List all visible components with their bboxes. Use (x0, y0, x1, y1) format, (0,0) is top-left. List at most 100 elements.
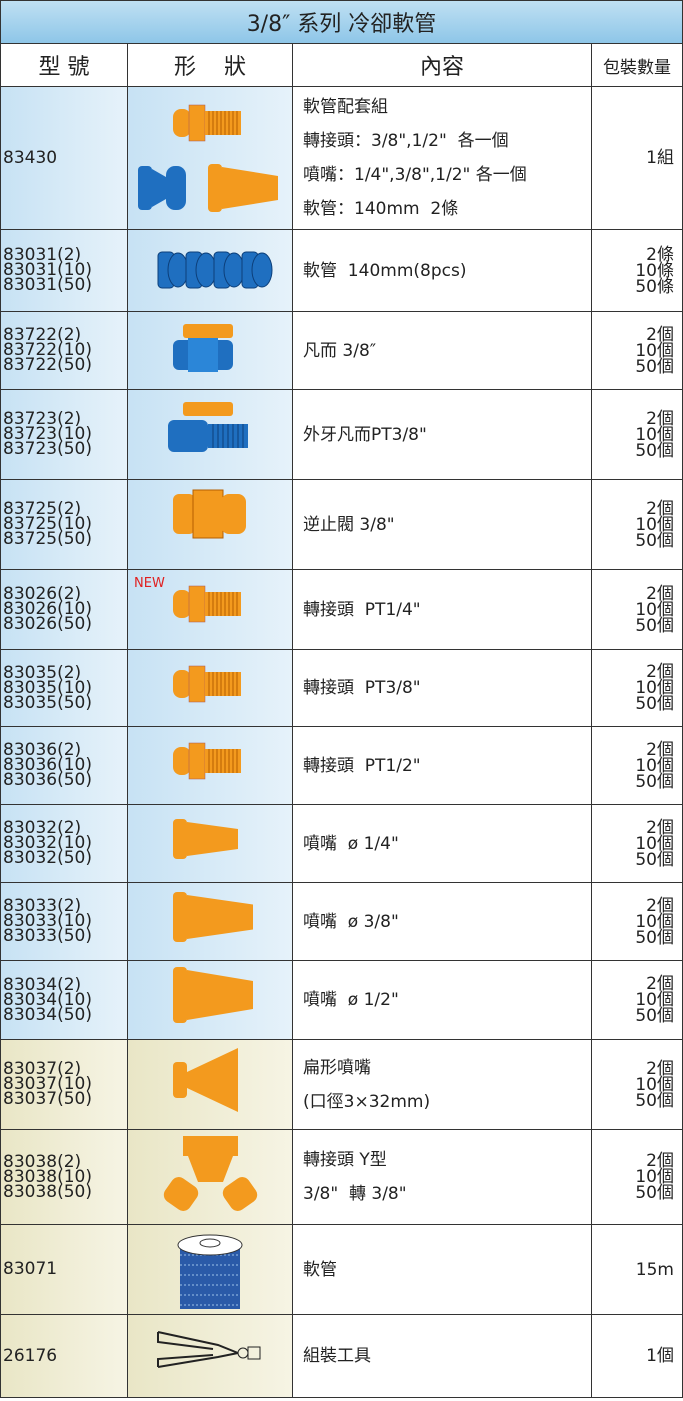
model-number: 83032(2) (3, 818, 82, 838)
icon-part (172, 109, 191, 137)
icon-part (182, 323, 233, 338)
icon-part (187, 337, 218, 372)
shape-cell (128, 390, 293, 480)
pack-quantity: 2個 (646, 583, 674, 604)
icon-part (192, 489, 223, 538)
header: 內容 (419, 55, 464, 80)
shape-cell: NEW (128, 570, 293, 650)
content-line: 凡而 3/8″ (303, 340, 377, 361)
icon-part (195, 252, 216, 287)
content-line: 軟管 140mm(8pcs) (303, 260, 467, 281)
icon-part (204, 111, 241, 135)
icon-part (188, 665, 205, 702)
model-number: 83037(50) (3, 1089, 92, 1109)
content-line: 外牙凡而PT3/8" (303, 424, 427, 445)
pack-quantity: 2個 (646, 662, 674, 682)
product-icon (172, 966, 253, 1023)
pack-cell: 1個 (592, 1315, 683, 1398)
product-icon (172, 323, 233, 372)
shape-cell (128, 230, 293, 312)
pack-quantity: 2個 (646, 739, 674, 760)
title: 3/8″ 系列 冷卻軟管 (246, 12, 437, 37)
icon-part (204, 591, 241, 616)
pack-cell: 15m (592, 1225, 683, 1315)
model-number: 83032(10) (3, 833, 92, 853)
pack-quantity: 10個 (635, 340, 674, 361)
pack-quantity: 10個 (635, 911, 674, 932)
icon-part (204, 748, 241, 773)
model-cell: 83026(2) 83026(10) 83026(50) (0, 570, 128, 650)
product-icon (156, 1330, 260, 1368)
content-cell: 噴嘴 ø 1/4" (293, 805, 592, 883)
model-number: 83038(2) (3, 1151, 82, 1172)
model-number: 83038(50) (3, 1181, 92, 1202)
icon-part (172, 493, 195, 534)
product-icon (177, 1234, 242, 1309)
product-icon (163, 1135, 257, 1211)
pack-quantity: 10條 (635, 260, 674, 281)
shape-cell (128, 312, 293, 390)
pack-quantity: 50個 (635, 927, 674, 948)
pack-cell: 2個 10個 50個 (592, 883, 683, 961)
content-cell: 軟管 140mm(8pcs) (293, 230, 592, 312)
pack-quantity: 2個 (646, 1151, 674, 1171)
shape-cell (128, 727, 293, 805)
content-line: 軟管配套組 (303, 97, 388, 117)
icon-part (172, 669, 191, 698)
content-cell: 轉接頭 Y型 3/8" 轉 3/8" (293, 1130, 592, 1225)
header: 包裝數量 (603, 57, 671, 78)
shape-cell (128, 1130, 293, 1225)
model-number: 83723(2) (3, 409, 82, 429)
model-number: 83036(10) (3, 755, 92, 775)
shape-cell (128, 805, 293, 883)
pack-quantity: 10個 (635, 514, 674, 535)
content-cell: 噴嘴 ø 1/2" (293, 961, 592, 1040)
content-line: 轉接頭 PT1/4" (303, 599, 421, 620)
icon-part (167, 419, 208, 452)
model-cell: 26176 (0, 1315, 128, 1398)
model-number: 83031(10) (3, 260, 92, 280)
pack-cell: 1組 (592, 87, 683, 230)
content-cell: 轉接頭 PT1/2" (293, 727, 592, 805)
model-cell: 83071 (0, 1225, 128, 1315)
pack-quantity: 10個 (635, 833, 674, 854)
icon-part (172, 891, 187, 942)
model-number: 83037(10) (3, 1074, 92, 1094)
model-number: 83036(50) (3, 770, 92, 790)
icon-part (186, 969, 253, 1020)
model-number: 83038(10) (3, 1166, 92, 1187)
model-number: 83723(10) (3, 424, 92, 444)
content-cell: 逆止閥 3/8" (293, 480, 592, 570)
content-line: 3/8" 轉 3/8" (303, 1184, 407, 1204)
pack-quantity: 2條 (646, 244, 674, 265)
shape-cell (128, 480, 293, 570)
pack-quantity: 2個 (646, 324, 674, 345)
pack-quantity: 2個 (646, 498, 674, 519)
product-icon (172, 665, 241, 702)
icon-part (172, 966, 187, 1023)
icon-part (207, 164, 222, 212)
pack-quantity: 50個 (635, 694, 674, 714)
title-bar: 3/8″ 系列 冷卻軟管 (0, 0, 683, 44)
model-number: 83035(10) (3, 677, 92, 698)
shape-cell (128, 1225, 293, 1315)
pack-quantity: 50個 (635, 440, 674, 461)
content-line: 轉接頭 PT3/8" (303, 678, 421, 698)
shape-cell (128, 1315, 293, 1398)
model-number: 83035(2) (3, 662, 82, 683)
content-line: 轉接頭 Y型 (303, 1150, 387, 1170)
content-cell: 扁形噴嘴 (口徑3×32mm) (293, 1040, 592, 1130)
pack-quantity: 2個 (646, 974, 674, 994)
icon-part (251, 252, 272, 287)
pack-quantity: 1個 (646, 1346, 674, 1366)
icon-part (182, 1135, 238, 1156)
header-cell: 包裝數量 (592, 44, 683, 87)
icon-part (221, 167, 278, 209)
product-icon (172, 489, 246, 538)
icon-part (137, 166, 152, 210)
product-icon (172, 742, 241, 779)
model-cell: 83037(2) 83037(10) 83037(50) (0, 1040, 128, 1130)
content-cell: 組裝工具 (293, 1315, 592, 1398)
model-cell: 83430 (0, 87, 128, 230)
